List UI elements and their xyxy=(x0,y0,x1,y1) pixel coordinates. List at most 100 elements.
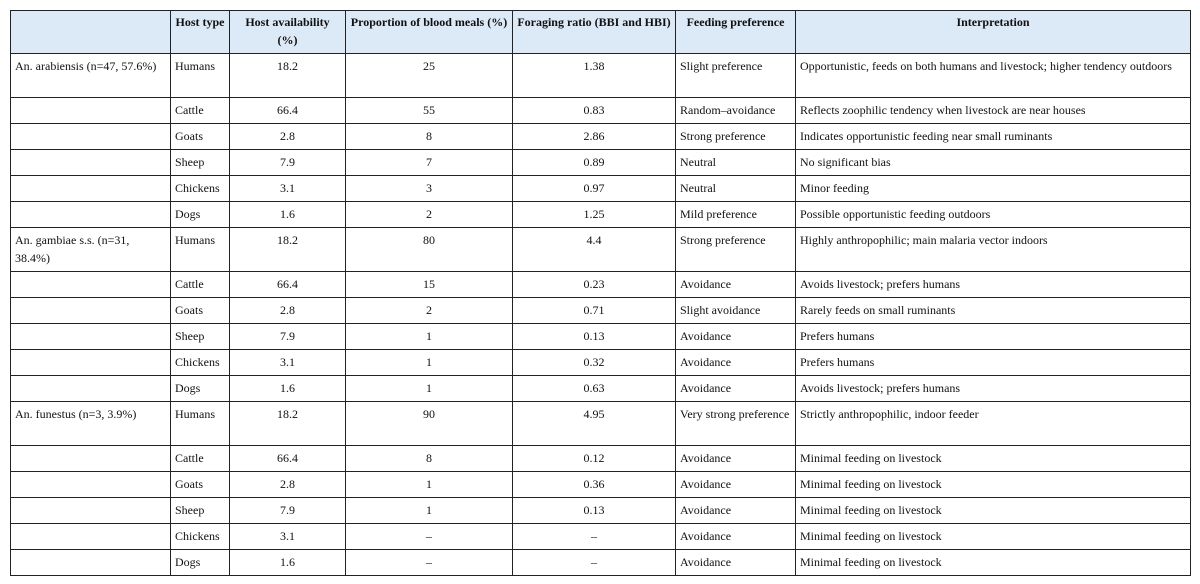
host-availability: 18.2 xyxy=(229,53,346,98)
interpretation: Possible opportunistic feeding outdoors xyxy=(795,201,1191,228)
feeding-preference: Random–avoidance xyxy=(675,97,796,124)
blood-meal-proportion: 2 xyxy=(345,297,513,324)
species xyxy=(10,271,171,298)
foraging-ratio: 0.63 xyxy=(512,375,676,402)
host-availability: 7.9 xyxy=(229,323,346,350)
interpretation: Opportunistic, feeds on both humans and … xyxy=(795,53,1191,98)
species xyxy=(10,149,171,176)
species xyxy=(10,471,171,498)
table-row: Chickens 3.1– – Avoidance Minimal feeding on… xyxy=(10,523,1191,550)
species xyxy=(10,497,171,524)
interpretation: Strictly anthropophilic, indoor feeder xyxy=(795,401,1191,446)
foraging-ratio: 0.23 xyxy=(512,271,676,298)
table-body: An. arabiensis (n=47, 57.6%) Humans 18.2 25… xyxy=(10,53,1191,576)
feeding-preference: Avoidance xyxy=(675,375,796,402)
feeding-preference: Mild preference xyxy=(675,201,796,228)
feeding-preference: Avoidance xyxy=(675,445,796,472)
foraging-ratio: 4.95 xyxy=(512,401,676,446)
species xyxy=(10,349,171,376)
host-type: Goats xyxy=(170,123,230,150)
host-type: Chickens xyxy=(170,175,230,202)
feeding-preference: Strong preference xyxy=(675,123,796,150)
feeding-preference: Avoidance xyxy=(675,323,796,350)
column-header: Feeding preference xyxy=(675,10,796,54)
host-availability: 2.8 xyxy=(229,123,346,150)
host-availability: 3.1 xyxy=(229,175,346,202)
foraging-ratio: 0.12 xyxy=(512,445,676,472)
blood-meal-proportion: – xyxy=(345,549,513,576)
table-row: Dogs 1.6 2 1.25 Mild preference Possible oppo… xyxy=(10,201,1191,228)
feeding-preference: Neutral xyxy=(675,175,796,202)
species: An. gambiae s.s. (n=31, 38.4%) xyxy=(10,227,171,272)
blood-meal-proportion: 1 xyxy=(345,471,513,498)
foraging-ratio: 0.13 xyxy=(512,497,676,524)
table-row: An. gambiae s.s. (n=31, 38.4%) Humans 18.2… xyxy=(10,227,1191,272)
column-header: Proportion of blood meals (%) xyxy=(345,10,513,54)
table-row: Goats 2.8 8 2.86 Strong preference Indicates … xyxy=(10,123,1191,150)
foraging-ratio: 2.86 xyxy=(512,123,676,150)
host-availability: 1.6 xyxy=(229,549,346,576)
column-header xyxy=(10,10,171,54)
species xyxy=(10,201,171,228)
species xyxy=(10,297,171,324)
feeding-preference: Avoidance xyxy=(675,523,796,550)
host-type: Chickens xyxy=(170,349,230,376)
interpretation: Minimal feeding on livestock xyxy=(795,549,1191,576)
host-type: Sheep xyxy=(170,497,230,524)
foraging-ratio: – xyxy=(512,523,676,550)
feeding-preference: Strong preference xyxy=(675,227,796,272)
blood-meal-proportion: 15 xyxy=(345,271,513,298)
species xyxy=(10,523,171,550)
header-row: Host type Host availability (%) Proportion… xyxy=(10,10,1191,54)
foraging-ratio: 0.32 xyxy=(512,349,676,376)
blood-meal-proportion: 25 xyxy=(345,53,513,98)
host-availability: 3.1 xyxy=(229,349,346,376)
table-row: Cattle 66.4 8 0.12 Avoidance Minimal feeding … xyxy=(10,445,1191,472)
host-type: Chickens xyxy=(170,523,230,550)
feeding-preference: Avoidance xyxy=(675,349,796,376)
species xyxy=(10,123,171,150)
host-availability: 3.1 xyxy=(229,523,346,550)
interpretation: Reflects zoophilic tendency when livesto… xyxy=(795,97,1191,124)
blood-meal-proportion: 55 xyxy=(345,97,513,124)
table-row: Dogs 1.6 1 0.63 Avoidance Avoids livestock; p… xyxy=(10,375,1191,402)
table-row: Chickens 3.1 3 0.97 Neutral Minor feeding xyxy=(10,175,1191,202)
column-header: Foraging ratio (BBI and HBI) xyxy=(512,10,676,54)
feeding-preference: Slight preference xyxy=(675,53,796,98)
interpretation: Minimal feeding on livestock xyxy=(795,445,1191,472)
species xyxy=(10,175,171,202)
host-availability: 66.4 xyxy=(229,97,346,124)
table-row: An. arabiensis (n=47, 57.6%) Humans 18.2 25… xyxy=(10,53,1191,98)
host-type: Sheep xyxy=(170,323,230,350)
host-type: Dogs xyxy=(170,201,230,228)
table-row: An. funestus (n=3, 3.9%) Humans 18.2 90 4.95… xyxy=(10,401,1191,446)
feeding-preference: Avoidance xyxy=(675,271,796,298)
data-table: Host type Host availability (%) Proportion… xyxy=(10,10,1191,576)
host-availability: 2.8 xyxy=(229,471,346,498)
foraging-ratio: 0.89 xyxy=(512,149,676,176)
table-row: Sheep 7.9 1 0.13 Avoidance Minimal feeding on… xyxy=(10,497,1191,524)
host-type: Cattle xyxy=(170,445,230,472)
interpretation: Avoids livestock; prefers humans xyxy=(795,375,1191,402)
interpretation: Rarely feeds on small ruminants xyxy=(795,297,1191,324)
table-row: Sheep 7.9 7 0.89 Neutral No significant bias xyxy=(10,149,1191,176)
table-row: Sheep 7.9 1 0.13 Avoidance Prefers humans xyxy=(10,323,1191,350)
table-row: Cattle 66.4 15 0.23 Avoidance Avoids livestoc… xyxy=(10,271,1191,298)
interpretation: Minimal feeding on livestock xyxy=(795,523,1191,550)
interpretation: Minimal feeding on livestock xyxy=(795,471,1191,498)
table-header: Host type Host availability (%) Proportion… xyxy=(10,10,1191,54)
host-type: Dogs xyxy=(170,549,230,576)
foraging-ratio: 1.25 xyxy=(512,201,676,228)
blood-meal-proportion: 1 xyxy=(345,375,513,402)
host-type: Cattle xyxy=(170,271,230,298)
host-availability: 1.6 xyxy=(229,375,346,402)
species xyxy=(10,323,171,350)
blood-meal-proportion: 80 xyxy=(345,227,513,272)
foraging-ratio: 0.83 xyxy=(512,97,676,124)
host-availability: 18.2 xyxy=(229,401,346,446)
foraging-ratio: 0.71 xyxy=(512,297,676,324)
host-type: Humans xyxy=(170,401,230,446)
host-type: Sheep xyxy=(170,149,230,176)
blood-meal-proportion: 90 xyxy=(345,401,513,446)
